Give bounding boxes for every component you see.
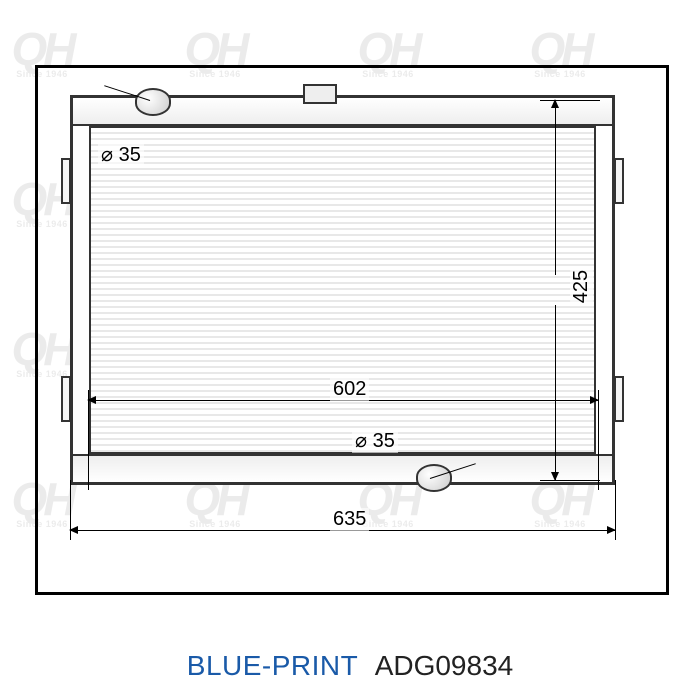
footer: BLUE-PRINT ADG09834 xyxy=(0,650,700,682)
dim-width-inner-tick-l xyxy=(88,390,89,490)
radiator-outline xyxy=(70,95,615,485)
radiator-bottom-tank xyxy=(73,454,612,482)
dim-width-inner-tick-r xyxy=(598,390,599,490)
bracket-right-top xyxy=(614,158,624,204)
radiator-inlet-port xyxy=(135,88,171,116)
radiator-cap xyxy=(303,84,337,104)
dim-width-inner-label: 602 xyxy=(330,378,369,401)
dim-height-tick-b xyxy=(540,480,600,481)
bracket-right-bottom xyxy=(614,376,624,422)
radiator-core xyxy=(89,126,596,454)
diagram-canvas: QHSince 1946QHSince 1946QHSince 1946QHSi… xyxy=(0,0,700,700)
dim-width-outer-label: 635 xyxy=(330,508,369,531)
bracket-left-top xyxy=(61,158,71,204)
dim-width-outer-tick-l xyxy=(70,480,71,540)
dim-width-inner-left xyxy=(88,400,343,401)
dim-height-tick-t xyxy=(540,100,600,101)
dim-width-outer-left xyxy=(70,530,345,531)
dim-height-upper xyxy=(555,100,556,275)
dim-width-outer-right xyxy=(345,530,615,531)
dim-width-inner-right xyxy=(343,400,598,401)
dim-height-label: 425 xyxy=(570,267,593,306)
dim-port-top-label: ⌀ 35 xyxy=(98,142,144,167)
brand-label: BLUE-PRINT xyxy=(187,650,358,681)
dim-height-lower xyxy=(555,305,556,480)
dim-width-outer-tick-r xyxy=(615,480,616,540)
part-number: ADG09834 xyxy=(375,650,514,681)
bracket-left-bottom xyxy=(61,376,71,422)
dim-port-bottom-label: ⌀ 35 xyxy=(352,428,398,453)
radiator-outlet-port xyxy=(416,464,452,492)
